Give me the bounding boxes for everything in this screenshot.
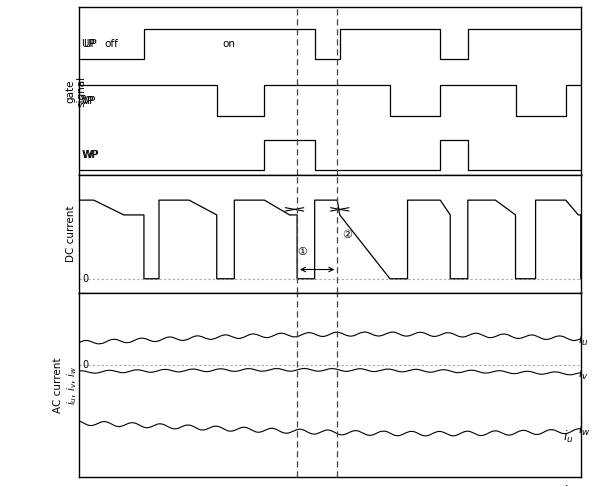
Text: WP: WP xyxy=(83,150,99,160)
Y-axis label: DC current: DC current xyxy=(66,206,76,262)
Text: ②: ② xyxy=(342,230,352,240)
Text: ①: ① xyxy=(297,247,307,257)
Text: VP: VP xyxy=(81,95,94,106)
Text: $i_v$: $i_v$ xyxy=(563,484,574,487)
Y-axis label: gate
signal: gate signal xyxy=(65,75,87,107)
Text: VP: VP xyxy=(83,95,96,106)
Text: $i_v$: $i_v$ xyxy=(578,366,589,382)
Text: UP: UP xyxy=(81,39,95,49)
Text: $i_w$: $i_w$ xyxy=(578,422,591,438)
Text: 0: 0 xyxy=(83,274,89,284)
Text: 0: 0 xyxy=(83,360,89,371)
Text: $i_u$: $i_u$ xyxy=(578,332,589,348)
Text: WP: WP xyxy=(81,150,97,160)
Text: on: on xyxy=(223,39,236,49)
Text: off: off xyxy=(104,39,118,49)
Text: $i_u$: $i_u$ xyxy=(563,429,574,445)
Text: UP: UP xyxy=(83,39,96,49)
Y-axis label: AC current
$i_u$, $i_v$, $i_w$: AC current $i_u$, $i_v$, $i_w$ xyxy=(53,357,79,412)
